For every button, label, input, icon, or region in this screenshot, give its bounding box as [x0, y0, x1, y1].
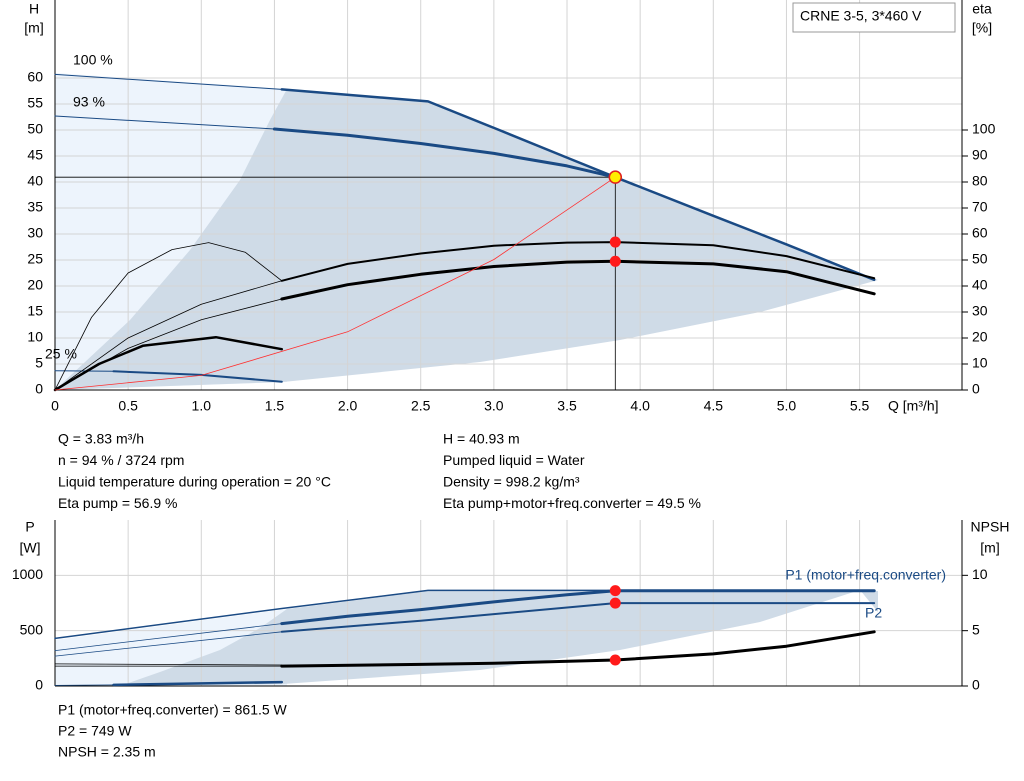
y-tick-label: 5 [35, 355, 43, 371]
info-text: Pumped liquid = Water [443, 452, 585, 468]
y-axis-title: P [25, 519, 34, 535]
y2-tick-label: 100 [972, 121, 996, 137]
info-text: Eta pump = 56.9 % [58, 495, 177, 511]
info-text: Liquid temperature during operation = 20… [58, 474, 331, 490]
x-tick-label: 5.5 [850, 398, 870, 414]
x-tick-label: 4.5 [704, 398, 724, 414]
curve-label: 93 % [73, 94, 105, 110]
y2-tick-label: 0 [972, 677, 980, 693]
y-tick-label: 45 [27, 147, 43, 163]
x-tick-label: 3.5 [557, 398, 577, 414]
y-tick-label: 10 [27, 329, 43, 345]
y2-tick-label: 30 [972, 303, 988, 319]
y-tick-label: 15 [27, 303, 43, 319]
x-tick-label: 4.0 [630, 398, 650, 414]
y2-tick-label: 5 [972, 621, 980, 637]
info-text: P1 (motor+freq.converter) = 861.5 W [58, 702, 288, 718]
y-tick-label: 25 [27, 251, 43, 267]
curve [54, 623, 283, 651]
x-axis-title: Q [m³/h] [888, 398, 939, 414]
title-box [792, 2, 956, 33]
range-area [120, 590, 878, 686]
curve [54, 242, 283, 391]
y2-tick-label: 10 [972, 566, 988, 582]
x-tick-label: 1.5 [265, 398, 285, 414]
x-tick-label: 3.0 [484, 398, 504, 414]
curve [280, 241, 876, 282]
curve [54, 684, 114, 686]
y2-tick-label: 10 [972, 355, 988, 371]
y2-axis-title: eta [972, 1, 992, 17]
curve [54, 73, 283, 90]
info-text: n = 94 % / 3724 rpm [58, 452, 184, 468]
curve [280, 602, 876, 633]
x-tick-label: 2.0 [338, 398, 358, 414]
curve [280, 259, 876, 301]
operating-point [609, 654, 621, 666]
x-tick-label: 5.0 [777, 398, 797, 414]
curve [53, 335, 284, 392]
operating-point [608, 170, 623, 184]
info-text: NPSH = 2.35 m [58, 744, 156, 760]
y2-axis-unit: [m] [980, 540, 999, 556]
curve [54, 663, 283, 666]
y-tick-label: 55 [27, 95, 43, 111]
y2-tick-label: 20 [972, 329, 988, 345]
y2-tick-label: 60 [972, 225, 988, 241]
y2-tick-label: 50 [972, 251, 988, 267]
operating-point [609, 585, 621, 597]
y-axis-unit: [W] [20, 540, 41, 556]
curve-label: P2 [865, 605, 882, 621]
curve [54, 176, 616, 391]
operating-point [609, 236, 621, 248]
curve [112, 370, 283, 383]
info-text: P2 = 749 W [58, 723, 132, 739]
curve [54, 589, 875, 640]
x-tick-label: 0.5 [118, 398, 138, 414]
y-tick-label: 0 [35, 677, 43, 693]
y-tick-label: 20 [27, 277, 43, 293]
y2-tick-label: 90 [972, 147, 988, 163]
y-tick-label: 40 [27, 173, 43, 189]
y2-tick-label: 80 [972, 173, 988, 189]
y2-axis-unit: [%] [972, 20, 992, 36]
y-tick-label: 1000 [12, 566, 43, 582]
y2-axis-title: NPSH [971, 519, 1010, 535]
y-tick-label: 30 [27, 225, 43, 241]
info-text: Density = 998.2 kg/m³ [443, 474, 580, 490]
y-axis-title: H [29, 1, 39, 17]
info-text: Eta pump+motor+freq.converter = 49.5 % [443, 495, 701, 511]
curve-label: 100 % [73, 52, 113, 68]
chart-title: CRNE 3-5, 3*460 V [800, 8, 922, 24]
range-area [55, 89, 878, 390]
curve [54, 631, 283, 657]
curve-label: 25 % [45, 346, 77, 362]
operating-point [609, 597, 621, 609]
y-tick-label: 500 [20, 621, 44, 637]
y-axis-unit: [m] [24, 20, 43, 36]
info-text: H = 40.93 m [443, 431, 520, 447]
info-text: Q = 3.83 m³/h [58, 431, 144, 447]
curve-label: P1 (motor+freq.converter) [785, 567, 946, 583]
operating-point [609, 255, 621, 267]
curve [280, 88, 876, 282]
x-tick-label: 2.5 [411, 398, 431, 414]
y-tick-label: 0 [35, 381, 43, 397]
y2-tick-label: 70 [972, 199, 988, 215]
y-tick-label: 50 [27, 121, 43, 137]
curve [112, 680, 284, 687]
y2-tick-label: 40 [972, 277, 988, 293]
x-tick-label: 1.0 [192, 398, 212, 414]
curve [272, 127, 617, 179]
x-tick-label: 0 [51, 398, 59, 414]
curve [54, 280, 283, 391]
curve [54, 115, 275, 130]
y-tick-label: 60 [27, 69, 43, 85]
y-tick-label: 35 [27, 199, 43, 215]
y2-tick-label: 0 [972, 381, 980, 397]
